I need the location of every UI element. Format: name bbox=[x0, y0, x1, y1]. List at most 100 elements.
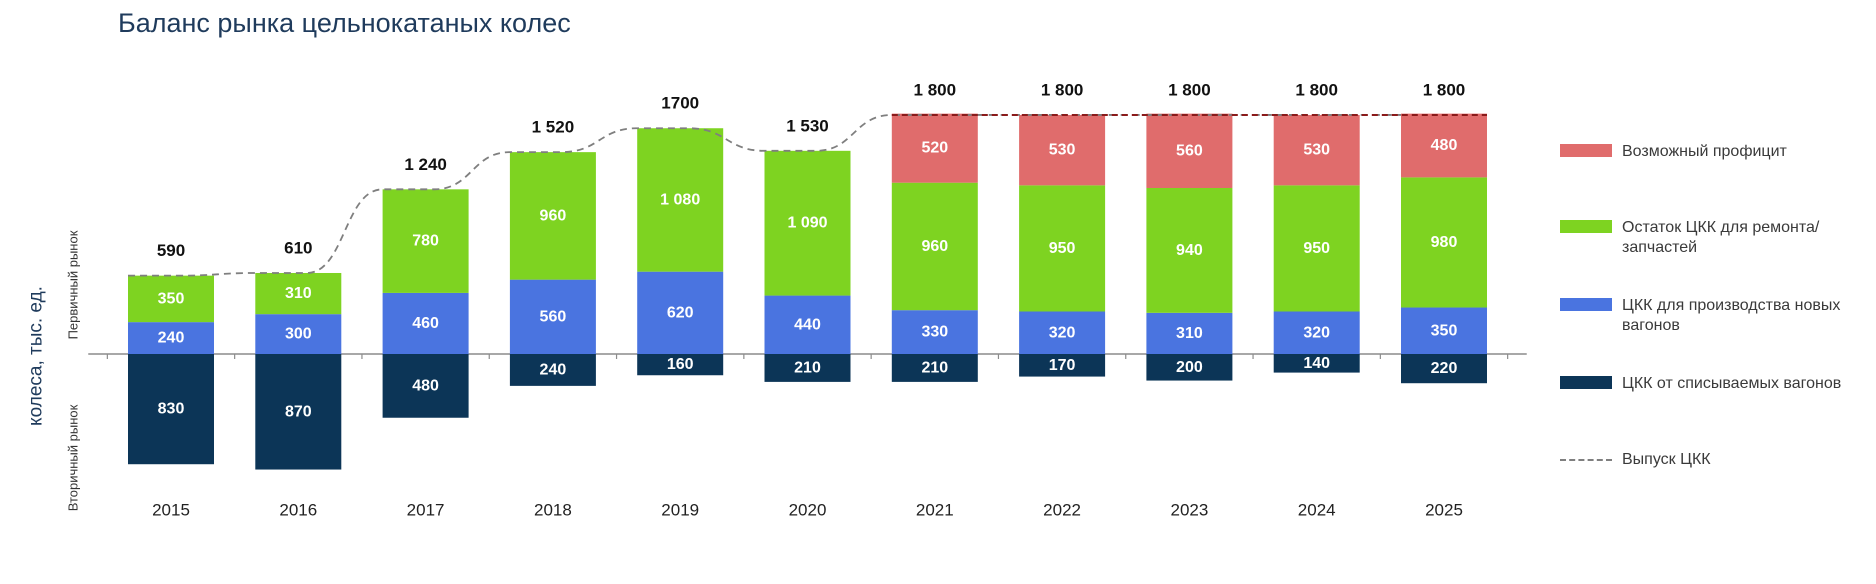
label-scrapped-2023: 200 bbox=[1176, 359, 1203, 376]
label-new-wagons-2017: 460 bbox=[412, 315, 439, 332]
x-tick-label-2018: 2018 bbox=[534, 501, 572, 520]
bar-new-wagons-2023 bbox=[1146, 312, 1233, 354]
x-tick-label-2016: 2016 bbox=[279, 501, 317, 520]
label-new-wagons-2018: 560 bbox=[540, 308, 567, 325]
label-repair-2024: 950 bbox=[1303, 240, 1330, 257]
bar-surplus-2022 bbox=[1019, 114, 1106, 186]
label-output-2020: 1 530 bbox=[786, 116, 829, 135]
label-new-wagons-2019: 620 bbox=[667, 304, 694, 321]
label-output-2018: 1 520 bbox=[532, 118, 575, 137]
label-new-wagons-2022: 320 bbox=[1049, 324, 1076, 341]
legend-label-repair: Остаток ЦКК для ремонта/запчастей bbox=[1622, 219, 1820, 256]
label-surplus-2022: 530 bbox=[1049, 142, 1076, 159]
label-new-wagons-2025: 350 bbox=[1431, 322, 1458, 339]
bar-repair-2022 bbox=[1019, 185, 1106, 312]
legend-item-new-wagons: ЦКК для производства новых вагонов bbox=[1560, 296, 1858, 336]
bar-new-wagons-2018 bbox=[509, 279, 596, 354]
x-tick-label-2025: 2025 bbox=[1425, 501, 1463, 520]
legend-swatch-repair bbox=[1560, 220, 1612, 233]
label-output-2016: 610 bbox=[284, 238, 312, 257]
label-new-wagons-2023: 310 bbox=[1176, 325, 1203, 342]
x-tick-label-2015: 2015 bbox=[152, 501, 190, 520]
line-output-dashed bbox=[127, 114, 1401, 277]
bar-repair-2021 bbox=[891, 182, 978, 311]
bar-new-wagons-2015 bbox=[128, 322, 214, 354]
label-repair-2018: 960 bbox=[540, 207, 567, 224]
label-scrapped-2025: 220 bbox=[1431, 360, 1458, 377]
bar-new-wagons-2025 bbox=[1401, 307, 1487, 354]
legend-swatch-scrapped bbox=[1560, 376, 1612, 389]
label-output-2019: 1700 bbox=[661, 94, 699, 113]
legend-label-new-wagons: ЦКК для производства новых вагонов bbox=[1622, 297, 1841, 334]
bar-surplus-2024 bbox=[1273, 114, 1360, 186]
label-repair-2015: 350 bbox=[158, 290, 185, 307]
x-tick-label-2017: 2017 bbox=[407, 501, 445, 520]
label-scrapped-2020: 210 bbox=[794, 359, 821, 376]
x-tick-label-2019: 2019 bbox=[661, 501, 699, 520]
legend-line-output bbox=[1560, 459, 1612, 461]
legend: Возможный профицит Остаток ЦКК для ремон… bbox=[1560, 0, 1876, 584]
x-tick-label-2021: 2021 bbox=[916, 501, 954, 520]
label-new-wagons-2016: 300 bbox=[285, 326, 312, 343]
label-scrapped-2018: 240 bbox=[540, 361, 567, 378]
bar-repair-2015 bbox=[128, 275, 214, 323]
legend-swatch-new-wagons bbox=[1560, 298, 1612, 311]
x-tick-label-2022: 2022 bbox=[1043, 501, 1081, 520]
bar-surplus-2023 bbox=[1146, 113, 1233, 188]
label-output-2017: 1 240 bbox=[404, 155, 447, 174]
bar-new-wagons-2019 bbox=[637, 271, 724, 354]
label-repair-2016: 310 bbox=[285, 285, 312, 302]
y-axis-label: колеса, тыс. ед. bbox=[26, 286, 47, 426]
bar-repair-2019 bbox=[637, 128, 724, 272]
label-repair-2020: 1 090 bbox=[787, 215, 827, 232]
label-repair-2025: 980 bbox=[1431, 234, 1458, 251]
chart-title: Баланс рынка цельнокатаных колес bbox=[118, 8, 571, 38]
label-scrapped-2017: 480 bbox=[412, 377, 439, 394]
legend-label-surplus: Возможный профицит bbox=[1622, 143, 1787, 160]
label-output-2022: 1 800 bbox=[1041, 80, 1084, 99]
label-new-wagons-2020: 440 bbox=[794, 316, 821, 333]
x-tick-label-2023: 2023 bbox=[1170, 501, 1208, 520]
label-scrapped-2016: 870 bbox=[285, 403, 312, 420]
label-surplus-2024: 530 bbox=[1303, 142, 1330, 159]
label-output-2025: 1 800 bbox=[1423, 80, 1466, 99]
bar-scrapped-2020 bbox=[764, 354, 851, 382]
bar-scrapped-2025 bbox=[1401, 354, 1487, 384]
bar-scrapped-2016 bbox=[255, 354, 342, 470]
bar-new-wagons-2016 bbox=[255, 314, 342, 354]
label-scrapped-2022: 170 bbox=[1049, 357, 1076, 374]
label-new-wagons-2021: 330 bbox=[921, 324, 948, 341]
label-output-2023: 1 800 bbox=[1168, 80, 1211, 99]
bar-repair-2017 bbox=[382, 189, 469, 293]
bar-new-wagons-2022 bbox=[1019, 311, 1106, 354]
bar-scrapped-2022 bbox=[1019, 354, 1106, 377]
label-surplus-2023: 560 bbox=[1176, 142, 1203, 159]
chart-area: 830 240 350 2015 870 300 310 2016 480 460 780 2017 2… bbox=[26, 80, 1527, 520]
bar-repair-2018 bbox=[509, 152, 596, 280]
x-tick-label-2024: 2024 bbox=[1298, 501, 1336, 520]
legend-swatch-surplus bbox=[1560, 144, 1612, 157]
label-scrapped-2015: 830 bbox=[158, 401, 185, 418]
bar-new-wagons-2020 bbox=[764, 295, 851, 354]
label-output-2015: 590 bbox=[157, 241, 185, 260]
label-scrapped-2019: 160 bbox=[667, 356, 694, 373]
bar-scrapped-2018 bbox=[509, 354, 596, 386]
y-axis-label-secondary: Вторичный рынок bbox=[66, 404, 81, 511]
label-repair-2022: 950 bbox=[1049, 240, 1076, 257]
label-scrapped-2021: 210 bbox=[921, 359, 948, 376]
label-repair-2021: 960 bbox=[921, 238, 948, 255]
bar-repair-2016 bbox=[255, 272, 342, 315]
bar-repair-2020 bbox=[764, 150, 851, 296]
bar-scrapped-2015 bbox=[128, 354, 214, 465]
bar-scrapped-2024 bbox=[1273, 354, 1360, 373]
bar-surplus-2021 bbox=[891, 113, 978, 183]
legend-item-surplus: Возможный профицит bbox=[1560, 142, 1858, 162]
label-scrapped-2024: 140 bbox=[1303, 355, 1330, 372]
label-output-2021: 1 800 bbox=[914, 80, 957, 99]
label-repair-2023: 940 bbox=[1176, 242, 1203, 259]
legend-label-scrapped: ЦКК от списываемых вагонов bbox=[1622, 375, 1842, 392]
bar-repair-2025 bbox=[1401, 177, 1487, 308]
label-surplus-2021: 520 bbox=[921, 140, 948, 157]
bar-scrapped-2017 bbox=[382, 354, 469, 418]
legend-item-output: Выпуск ЦКК bbox=[1560, 450, 1858, 470]
